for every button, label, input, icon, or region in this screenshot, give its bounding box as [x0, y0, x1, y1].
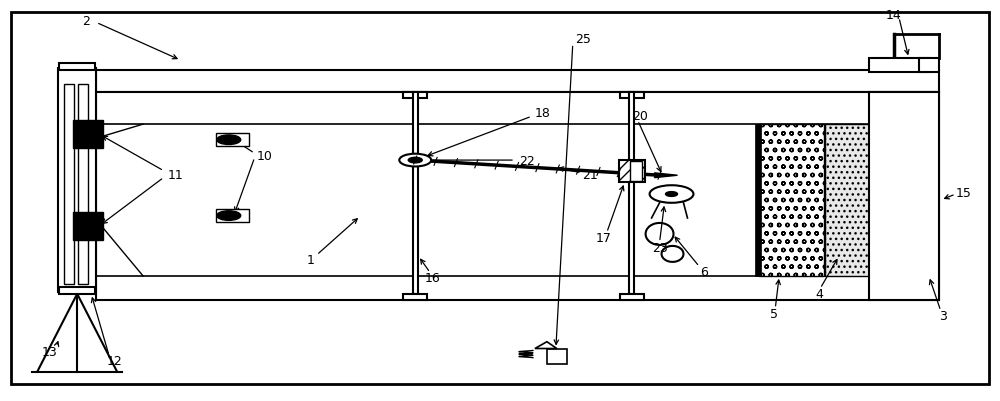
Text: 5: 5: [770, 308, 778, 320]
Circle shape: [408, 158, 422, 164]
Bar: [58, 69, 96, 292]
Text: 21: 21: [582, 168, 598, 181]
Bar: [403, 294, 427, 300]
Text: 23: 23: [652, 242, 667, 255]
Text: 25: 25: [575, 33, 591, 46]
Bar: [547, 348, 567, 364]
Bar: [869, 93, 939, 300]
Circle shape: [399, 154, 431, 167]
Text: 14: 14: [886, 9, 902, 22]
Bar: [759, 125, 824, 276]
Polygon shape: [655, 173, 678, 178]
Bar: [869, 59, 929, 73]
Bar: [629, 93, 634, 294]
Bar: [406, 158, 424, 164]
Bar: [96, 93, 939, 300]
Text: 3: 3: [939, 310, 947, 322]
Bar: [73, 213, 103, 240]
Text: 18: 18: [535, 107, 551, 120]
Text: 10: 10: [257, 150, 273, 162]
Bar: [59, 64, 95, 71]
Text: 12: 12: [106, 354, 122, 367]
Text: 15: 15: [956, 186, 972, 199]
Text: 13: 13: [41, 345, 57, 358]
Bar: [620, 294, 644, 300]
Bar: [620, 93, 644, 99]
Bar: [216, 210, 249, 223]
Text: 20: 20: [632, 109, 648, 123]
Bar: [825, 125, 869, 276]
Bar: [64, 85, 74, 284]
Polygon shape: [535, 342, 557, 348]
Circle shape: [666, 192, 678, 197]
Bar: [403, 93, 427, 99]
Circle shape: [217, 211, 241, 221]
Bar: [413, 93, 418, 294]
Bar: [919, 59, 939, 73]
Text: 11: 11: [168, 168, 184, 181]
Text: 17: 17: [596, 232, 612, 245]
Text: 22: 22: [519, 154, 535, 167]
Text: 2: 2: [82, 15, 90, 28]
Bar: [78, 85, 88, 284]
Text: 16: 16: [424, 271, 440, 285]
Circle shape: [650, 186, 693, 203]
Bar: [73, 121, 103, 149]
Bar: [96, 71, 939, 93]
Text: 4: 4: [815, 288, 823, 301]
Bar: [630, 162, 642, 181]
Text: 1: 1: [307, 254, 314, 267]
Text: 6: 6: [700, 266, 708, 279]
Bar: [216, 134, 249, 147]
Bar: [619, 161, 645, 182]
Bar: [59, 287, 95, 294]
Circle shape: [217, 136, 241, 145]
Bar: [755, 125, 761, 276]
